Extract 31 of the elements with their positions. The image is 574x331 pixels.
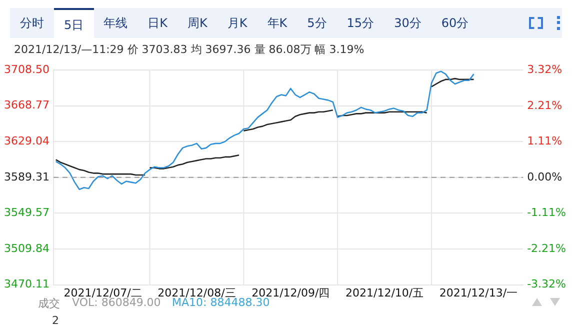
x-tick-label: 2021/12/10/五 bbox=[346, 286, 424, 300]
text: 年K bbox=[266, 15, 288, 32]
x-tick-label: 2021/12/13/一 bbox=[439, 286, 518, 300]
text: 5分 bbox=[306, 15, 328, 32]
text: 60分 bbox=[440, 15, 470, 32]
text: MA10: 884488.30 bbox=[172, 296, 270, 309]
text: 日K bbox=[146, 15, 169, 32]
y-tick-label: 3589.31 bbox=[4, 170, 50, 184]
text: 年线 bbox=[102, 15, 129, 32]
text: 月K bbox=[226, 15, 248, 32]
y2-tick-label: -2.21% bbox=[527, 242, 566, 255]
y2-tick-label: 0.00% bbox=[527, 170, 562, 184]
text: 2 bbox=[52, 314, 59, 327]
text: 分时 bbox=[19, 15, 45, 32]
y2-tick-label: 3.32% bbox=[527, 62, 562, 76]
y-tick-label: 3549.57 bbox=[4, 206, 50, 220]
y-tick-label: 3509.84 bbox=[4, 242, 50, 255]
text: 15分 bbox=[346, 15, 376, 32]
text: 成交 bbox=[38, 296, 60, 311]
y2-tick-label: -1.11% bbox=[527, 206, 566, 220]
y2-tick-label: 2.21% bbox=[527, 98, 562, 112]
y-tick-label: 3708.50 bbox=[4, 62, 50, 76]
y2-tick-label: 1.11% bbox=[527, 134, 562, 148]
chart-title: 2021/12/13/—11:29 价 3703.83 均 3697.36 量 86.08万 幅 3.19% bbox=[14, 42, 364, 57]
text: 周K bbox=[186, 15, 208, 32]
text: 5日 bbox=[54, 8, 94, 38]
y-tick-label: 3470.11 bbox=[4, 278, 50, 291]
y2-tick-label: -3.32% bbox=[527, 278, 566, 291]
y-tick-label: 3668.77 bbox=[4, 98, 50, 112]
y-tick-label: 3629.04 bbox=[4, 134, 50, 148]
text: 30分 bbox=[393, 15, 422, 32]
